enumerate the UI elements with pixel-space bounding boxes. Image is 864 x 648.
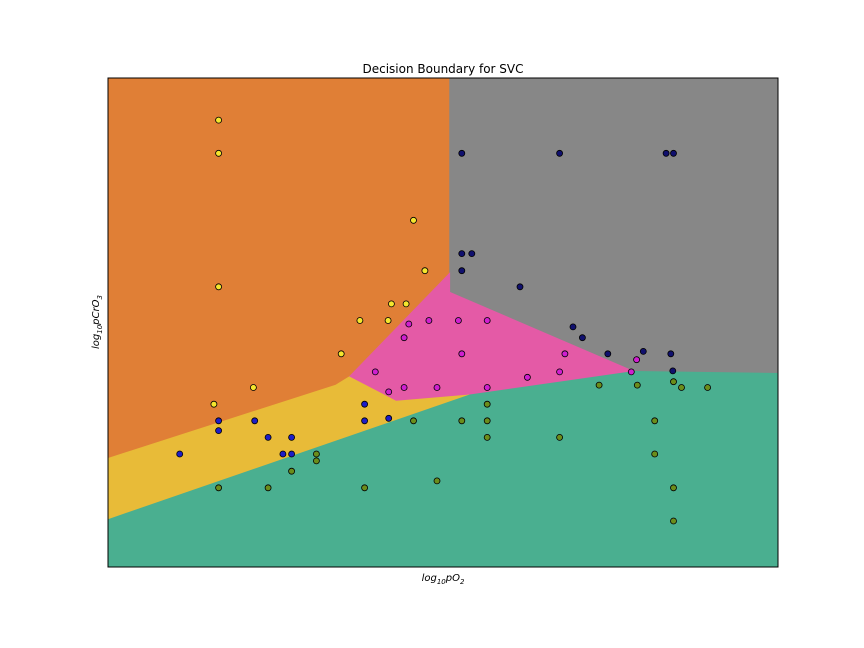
decision-regions: [107, 77, 779, 568]
data-point-class-4: [385, 388, 393, 396]
data-point-class-3: [385, 414, 393, 422]
data-point-class-1: [215, 116, 223, 124]
data-point-class-1: [402, 300, 410, 308]
data-point-class-3: [264, 433, 272, 441]
plot-area: [107, 77, 779, 568]
data-point-class-2: [516, 283, 524, 291]
data-point-class-5: [312, 450, 320, 458]
data-point-class-4: [561, 350, 569, 358]
data-point-class-5: [483, 400, 491, 408]
x-axis-label: log10pO2: [422, 573, 465, 586]
data-points: [176, 116, 711, 525]
data-point-class-3: [361, 417, 369, 425]
y-axis-label: log10pCrO3: [91, 295, 104, 349]
data-point-class-5: [670, 517, 677, 525]
data-point-class-4: [454, 317, 462, 324]
data-point-class-5: [361, 484, 369, 492]
data-point-class-5: [595, 381, 603, 389]
data-point-class-1: [410, 216, 417, 224]
data-point-class-1: [387, 300, 395, 308]
data-point-class-1: [210, 400, 218, 408]
data-point-class-2: [639, 347, 647, 355]
data-point-class-5: [215, 484, 223, 492]
data-point-class-1: [249, 384, 257, 391]
chart-title: Decision Boundary for SVC: [362, 62, 523, 76]
data-point-class-1: [337, 350, 345, 358]
data-point-class-2: [579, 334, 586, 342]
data-point-class-5: [670, 378, 677, 386]
data-point-class-2: [458, 250, 466, 258]
data-point-class-5: [433, 477, 441, 485]
data-point-class-1: [421, 267, 429, 275]
data-point-class-3: [361, 400, 369, 408]
data-point-class-4: [400, 384, 408, 391]
data-point-class-2: [458, 149, 466, 157]
data-point-class-5: [651, 417, 659, 425]
data-point-class-3: [215, 427, 223, 435]
data-point-class-5: [483, 417, 491, 425]
data-point-class-5: [483, 433, 491, 441]
data-point-class-1: [356, 317, 364, 324]
data-point-class-3: [279, 450, 287, 458]
data-point-class-2: [604, 350, 612, 358]
data-point-class-4: [483, 317, 491, 324]
data-point-class-2: [667, 350, 675, 358]
data-point-class-5: [264, 484, 272, 492]
data-point-class-2: [569, 323, 577, 331]
data-point-class-2: [468, 250, 476, 258]
data-point-class-2: [556, 149, 563, 157]
data-point-class-4: [524, 373, 531, 381]
data-point-class-5: [556, 433, 563, 441]
data-point-class-5: [288, 467, 296, 475]
data-point-class-4: [371, 368, 379, 376]
data-point-class-1: [384, 317, 392, 324]
data-point-class-5: [678, 384, 685, 391]
data-point-class-4: [425, 317, 433, 324]
data-point-class-4: [483, 384, 491, 391]
data-point-class-5: [651, 450, 659, 458]
data-point-class-2: [670, 149, 677, 157]
data-point-class-4: [433, 384, 441, 391]
data-point-class-3: [176, 450, 184, 458]
data-point-class-4: [556, 368, 563, 376]
data-point-class-4: [458, 350, 466, 358]
data-point-class-4: [400, 334, 408, 342]
data-point-class-4: [627, 368, 635, 376]
data-point-class-5: [410, 417, 417, 425]
data-point-class-5: [458, 417, 466, 425]
plot-frame: [107, 77, 779, 568]
data-point-class-3: [288, 450, 296, 458]
data-point-class-2: [458, 267, 466, 275]
data-point-class-2: [662, 149, 670, 157]
data-point-class-4: [405, 320, 413, 328]
data-point-class-5: [312, 457, 320, 465]
data-point-class-5: [670, 484, 677, 492]
data-point-class-3: [288, 433, 296, 441]
data-point-class-1: [215, 149, 223, 157]
data-point-class-4: [633, 356, 640, 364]
data-point-class-3: [251, 417, 259, 425]
data-point-class-1: [215, 283, 223, 291]
data-point-class-5: [633, 381, 641, 389]
data-point-class-2: [669, 367, 677, 375]
data-point-class-3: [215, 417, 223, 425]
data-point-class-5: [704, 384, 711, 391]
